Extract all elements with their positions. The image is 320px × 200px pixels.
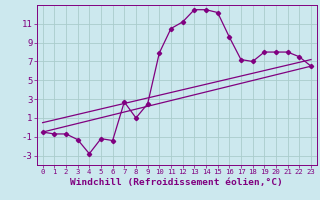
X-axis label: Windchill (Refroidissement éolien,°C): Windchill (Refroidissement éolien,°C) [70,178,283,187]
